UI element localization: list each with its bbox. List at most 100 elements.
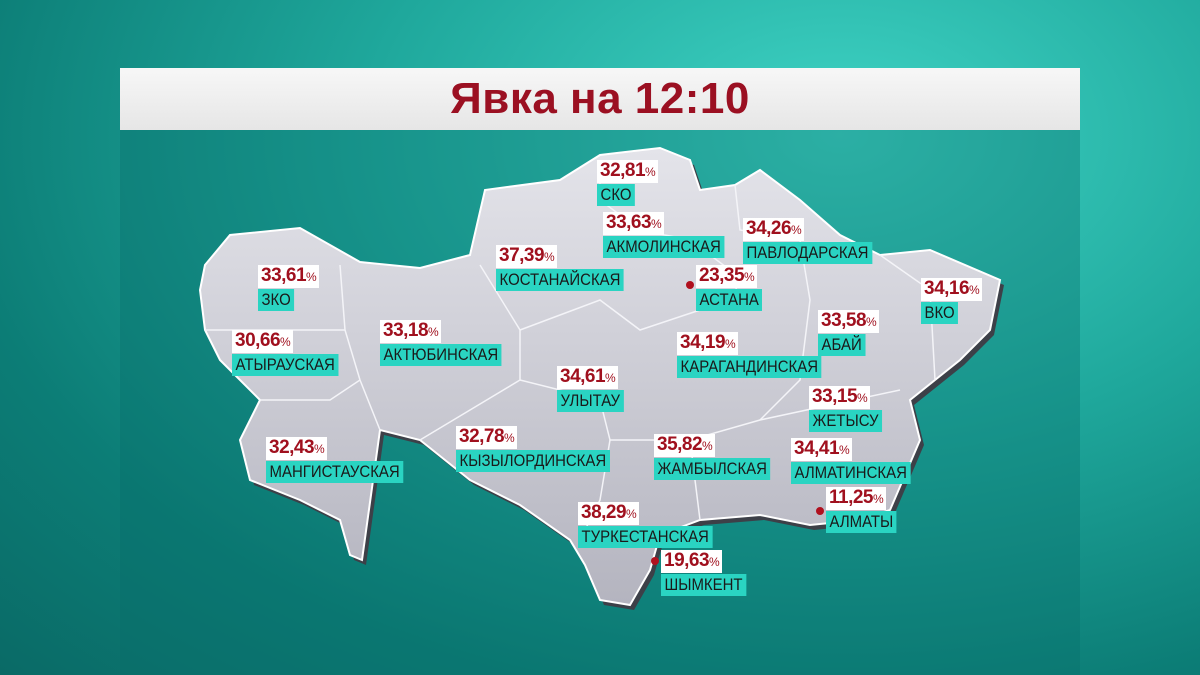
percent-sign: % bbox=[969, 283, 980, 297]
turnout-number: 34,16 bbox=[924, 278, 970, 299]
percent-sign: % bbox=[306, 270, 317, 284]
region-label: 35,82% ЖАМБЫЛСКАЯ bbox=[654, 434, 786, 480]
turnout-value: 23,35% bbox=[696, 265, 758, 288]
region-label: 32,78% КЫЗЫЛОРДИНСКАЯ bbox=[456, 426, 631, 472]
region-label: 19,63% ШЫМКЕНТ bbox=[661, 550, 758, 596]
turnout-value: 11,25% bbox=[826, 487, 887, 510]
percent-sign: % bbox=[544, 250, 555, 264]
city-marker-icon bbox=[816, 507, 824, 515]
region-name: СКО bbox=[597, 184, 636, 206]
page-title: Явка на 12:10 bbox=[450, 74, 750, 123]
region-label: 34,16% ВКО bbox=[921, 278, 983, 324]
percent-sign: % bbox=[791, 223, 802, 237]
region-label: 33,15% ЖЕТЫСУ bbox=[809, 386, 892, 432]
percent-sign: % bbox=[504, 431, 515, 445]
turnout-value: 33,63% bbox=[603, 212, 665, 235]
turnout-value: 34,61% bbox=[557, 366, 619, 389]
region-name: КЫЗЫЛОРДИНСКАЯ bbox=[456, 450, 610, 472]
region-name: АТЫРАУСКАЯ bbox=[232, 354, 339, 376]
title-bar: Явка на 12:10 bbox=[120, 68, 1080, 130]
region-name: АБАЙ bbox=[818, 334, 866, 356]
turnout-number: 33,18 bbox=[383, 320, 429, 341]
turnout-number: 32,78 bbox=[459, 426, 505, 447]
turnout-number: 19,63 bbox=[664, 550, 710, 571]
turnout-value: 19,63% bbox=[661, 550, 723, 573]
turnout-number: 34,26 bbox=[746, 218, 792, 239]
region-label: 38,29% ТУРКЕСТАНСКАЯ bbox=[578, 502, 731, 548]
turnout-number: 33,58 bbox=[821, 310, 867, 331]
turnout-number: 33,63 bbox=[606, 212, 652, 233]
region-name: АЛМАТЫ bbox=[826, 511, 897, 533]
region-label: 34,41% АЛМАТИНСКАЯ bbox=[791, 438, 927, 484]
region-name: МАНГИСТАУСКАЯ bbox=[266, 461, 404, 483]
region-label: 34,61% УЛЫТАУ bbox=[557, 366, 633, 412]
region-name: ПАВЛОДАРСКАЯ bbox=[743, 242, 872, 264]
region-name: ВКО bbox=[921, 302, 959, 324]
region-name: ШЫМКЕНТ bbox=[661, 574, 747, 596]
region-label: 33,58% АБАЙ bbox=[818, 310, 880, 356]
turnout-number: 11,25 bbox=[829, 487, 874, 508]
region-name: КОСТАНАЙСКАЯ bbox=[496, 269, 624, 291]
turnout-number: 33,61 bbox=[261, 265, 307, 286]
turnout-value: 34,26% bbox=[743, 218, 805, 241]
turnout-value: 33,61% bbox=[258, 265, 320, 288]
percent-sign: % bbox=[873, 492, 884, 506]
percent-sign: % bbox=[866, 315, 877, 329]
turnout-value: 35,82% bbox=[654, 434, 716, 457]
turnout-value: 34,16% bbox=[921, 278, 983, 301]
turnout-value: 32,43% bbox=[266, 437, 328, 460]
turnout-value: 34,19% bbox=[677, 332, 739, 355]
percent-sign: % bbox=[314, 442, 325, 456]
turnout-number: 23,35 bbox=[699, 265, 745, 286]
region-label: 33,61% ЗКО bbox=[258, 265, 320, 311]
region-label: 32,43% МАНГИСТАУСКАЯ bbox=[266, 437, 422, 483]
percent-sign: % bbox=[651, 217, 662, 231]
turnout-value: 37,39% bbox=[496, 245, 558, 268]
region-label: 32,81% СКО bbox=[597, 160, 659, 206]
percent-sign: % bbox=[626, 507, 637, 521]
turnout-value: 33,15% bbox=[809, 386, 871, 409]
city-marker-icon bbox=[686, 281, 694, 289]
percent-sign: % bbox=[725, 337, 736, 351]
turnout-number: 34,19 bbox=[680, 332, 726, 353]
percent-sign: % bbox=[428, 325, 439, 339]
turnout-value: 38,29% bbox=[578, 502, 640, 525]
region-name: ЖЕТЫСУ bbox=[809, 410, 883, 432]
turnout-value: 32,78% bbox=[456, 426, 518, 449]
region-name: ЗКО bbox=[258, 289, 295, 311]
percent-sign: % bbox=[645, 165, 656, 179]
turnout-number: 32,81 bbox=[600, 160, 646, 181]
region-label: 34,19% КАРАГАНДИНСКАЯ bbox=[677, 332, 841, 378]
turnout-value: 32,81% bbox=[597, 160, 659, 183]
turnout-number: 35,82 bbox=[657, 434, 703, 455]
turnout-number: 37,39 bbox=[499, 245, 545, 266]
region-name: ЖАМБЫЛСКАЯ bbox=[654, 458, 771, 480]
percent-sign: % bbox=[702, 439, 713, 453]
percent-sign: % bbox=[280, 335, 291, 349]
region-label: 23,35% АСТАНА bbox=[696, 265, 771, 311]
region-label: 11,25% АЛМАТЫ bbox=[826, 487, 906, 533]
turnout-number: 38,29 bbox=[581, 502, 627, 523]
region-label: 34,26% ПАВЛОДАРСКАЯ bbox=[743, 218, 890, 264]
region-label: 30,66% АТЫРАУСКАЯ bbox=[232, 330, 353, 376]
region-label: 37,39% КОСТАНАЙСКАЯ bbox=[496, 245, 641, 291]
turnout-number: 34,61 bbox=[560, 366, 606, 387]
turnout-number: 33,15 bbox=[812, 386, 858, 407]
region-label: 33,18% АКТЮБИНСКАЯ bbox=[380, 320, 518, 366]
region-label: 33,63% АКМОЛИНСКАЯ bbox=[603, 212, 741, 258]
turnout-value: 30,66% bbox=[232, 330, 294, 353]
region-name: АКМОЛИНСКАЯ bbox=[603, 236, 725, 258]
region-name: АСТАНА bbox=[696, 289, 763, 311]
percent-sign: % bbox=[744, 270, 755, 284]
turnout-value: 34,41% bbox=[791, 438, 853, 461]
turnout-value: 33,18% bbox=[380, 320, 442, 343]
turnout-number: 32,43 bbox=[269, 437, 315, 458]
percent-sign: % bbox=[605, 371, 616, 385]
city-marker-icon bbox=[651, 557, 659, 565]
percent-sign: % bbox=[839, 443, 850, 457]
region-name: ТУРКЕСТАНСКАЯ bbox=[578, 526, 713, 548]
region-name: УЛЫТАУ bbox=[557, 390, 624, 412]
region-name: КАРАГАНДИНСКАЯ bbox=[677, 356, 822, 378]
region-name: АЛМАТИНСКАЯ bbox=[791, 462, 911, 484]
